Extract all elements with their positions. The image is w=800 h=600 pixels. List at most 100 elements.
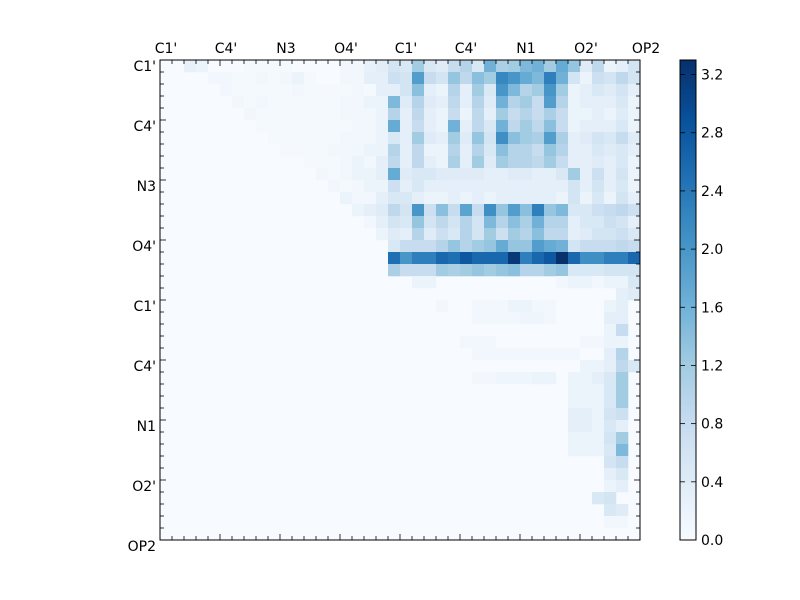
heatmap-cell — [208, 72, 221, 85]
heatmap-cell — [268, 120, 281, 133]
heatmap-cell — [316, 120, 329, 133]
heatmap-cell — [544, 120, 557, 133]
heatmap-cell — [544, 156, 557, 169]
heatmap-cell — [604, 456, 617, 469]
heatmap-cell — [304, 60, 317, 73]
heatmap-cell — [532, 144, 545, 157]
heatmap-cell — [196, 60, 209, 73]
heatmap-cell — [532, 372, 545, 385]
heatmap-cell — [628, 360, 641, 373]
heatmap-cell — [340, 180, 353, 193]
heatmap-cell — [388, 180, 401, 193]
heatmap-cell — [376, 156, 389, 169]
heatmap-cell — [376, 192, 389, 205]
heatmap-cell — [496, 228, 509, 241]
heatmap-cell — [496, 240, 509, 253]
heatmap-cell — [616, 300, 629, 313]
heatmap-cell — [604, 504, 617, 517]
heatmap-cell — [364, 120, 377, 133]
heatmap-cell — [544, 216, 557, 229]
heatmap-cell — [424, 60, 437, 73]
heatmap-cell — [604, 96, 617, 109]
heatmap-cell — [604, 348, 617, 361]
heatmap-cell — [616, 348, 629, 361]
heatmap-cell — [304, 72, 317, 85]
heatmap-cell — [220, 72, 233, 85]
heatmap-cell — [232, 60, 245, 73]
heatmap-cell — [388, 228, 401, 241]
heatmap-cell — [424, 156, 437, 169]
heatmap-cell — [520, 372, 533, 385]
heatmap-cell — [412, 228, 425, 241]
heatmap-cell — [316, 156, 329, 169]
heatmap-cell — [484, 264, 497, 277]
heatmap-cell — [508, 108, 521, 121]
heatmap-cell — [592, 180, 605, 193]
colorbar-ticks: 0.0 0.4 0.8 1.2 1.6 2.0 2.4 2.8 3.2 — [680, 68, 723, 549]
heatmap-cell — [604, 60, 617, 73]
heatmap-cell — [616, 240, 629, 253]
heatmap-cell — [592, 384, 605, 397]
heatmap-cell — [472, 120, 485, 133]
heatmap-cell — [616, 84, 629, 97]
heatmap-cell — [400, 204, 413, 217]
heatmap-cell — [544, 108, 557, 121]
heatmap-cell — [604, 516, 617, 529]
heatmap-cell — [400, 192, 413, 205]
heatmap-cell — [592, 336, 605, 349]
heatmap-cell — [388, 108, 401, 121]
heatmap-cell — [448, 264, 461, 277]
y-tick-label: C1' — [133, 59, 156, 75]
heatmap-cell — [580, 396, 593, 409]
heatmap-cell — [544, 180, 557, 193]
colorbar-tick-label: 2.4 — [701, 184, 723, 200]
heatmap-cell — [556, 144, 569, 157]
heatmap-cell — [436, 108, 449, 121]
heatmap-cell — [472, 96, 485, 109]
heatmap-cell — [604, 168, 617, 181]
heatmap-cell — [616, 420, 629, 433]
heatmap-cell — [496, 372, 509, 385]
heatmap-cell — [376, 60, 389, 73]
heatmap-cell — [424, 132, 437, 145]
heatmap-cell — [316, 96, 329, 109]
heatmap-cell — [376, 84, 389, 97]
heatmap-cell — [568, 384, 581, 397]
heatmap-cell — [448, 156, 461, 169]
heatmap-cell — [400, 216, 413, 229]
heatmap-cell — [604, 132, 617, 145]
heatmap-cell — [544, 312, 557, 325]
heatmap-cell — [316, 108, 329, 121]
heatmap-cell — [520, 240, 533, 253]
heatmap-cell — [364, 216, 377, 229]
colorbar-tick-label: 2.0 — [701, 242, 723, 258]
y-tick-label: N1 — [137, 419, 156, 435]
heatmap-cell — [340, 156, 353, 169]
heatmap-cell — [376, 144, 389, 157]
heatmap-cell — [424, 96, 437, 109]
heatmap-cell — [496, 144, 509, 157]
heatmap-cell — [208, 60, 221, 73]
heatmap-cell — [340, 120, 353, 133]
heatmap-cell — [388, 72, 401, 85]
heatmap-cell — [532, 168, 545, 181]
heatmap-cell — [472, 84, 485, 97]
heatmap-cell — [412, 180, 425, 193]
heatmap-cell — [388, 168, 401, 181]
heatmap-cell — [496, 96, 509, 109]
heatmap-cell — [556, 132, 569, 145]
heatmap-cell — [484, 252, 497, 265]
heatmap-cell — [508, 300, 521, 313]
heatmap-cell — [484, 72, 497, 85]
heatmap-cell — [484, 60, 497, 73]
heatmap-cell — [292, 96, 305, 109]
heatmap-cell — [376, 72, 389, 85]
heatmap-cell — [520, 264, 533, 277]
heatmap-cell — [592, 228, 605, 241]
heatmap-cell — [592, 72, 605, 85]
heatmap-cell — [472, 132, 485, 145]
heatmap-cell — [544, 204, 557, 217]
heatmap-cell — [544, 240, 557, 253]
heatmap-cell — [580, 264, 593, 277]
heatmap-cell — [424, 216, 437, 229]
